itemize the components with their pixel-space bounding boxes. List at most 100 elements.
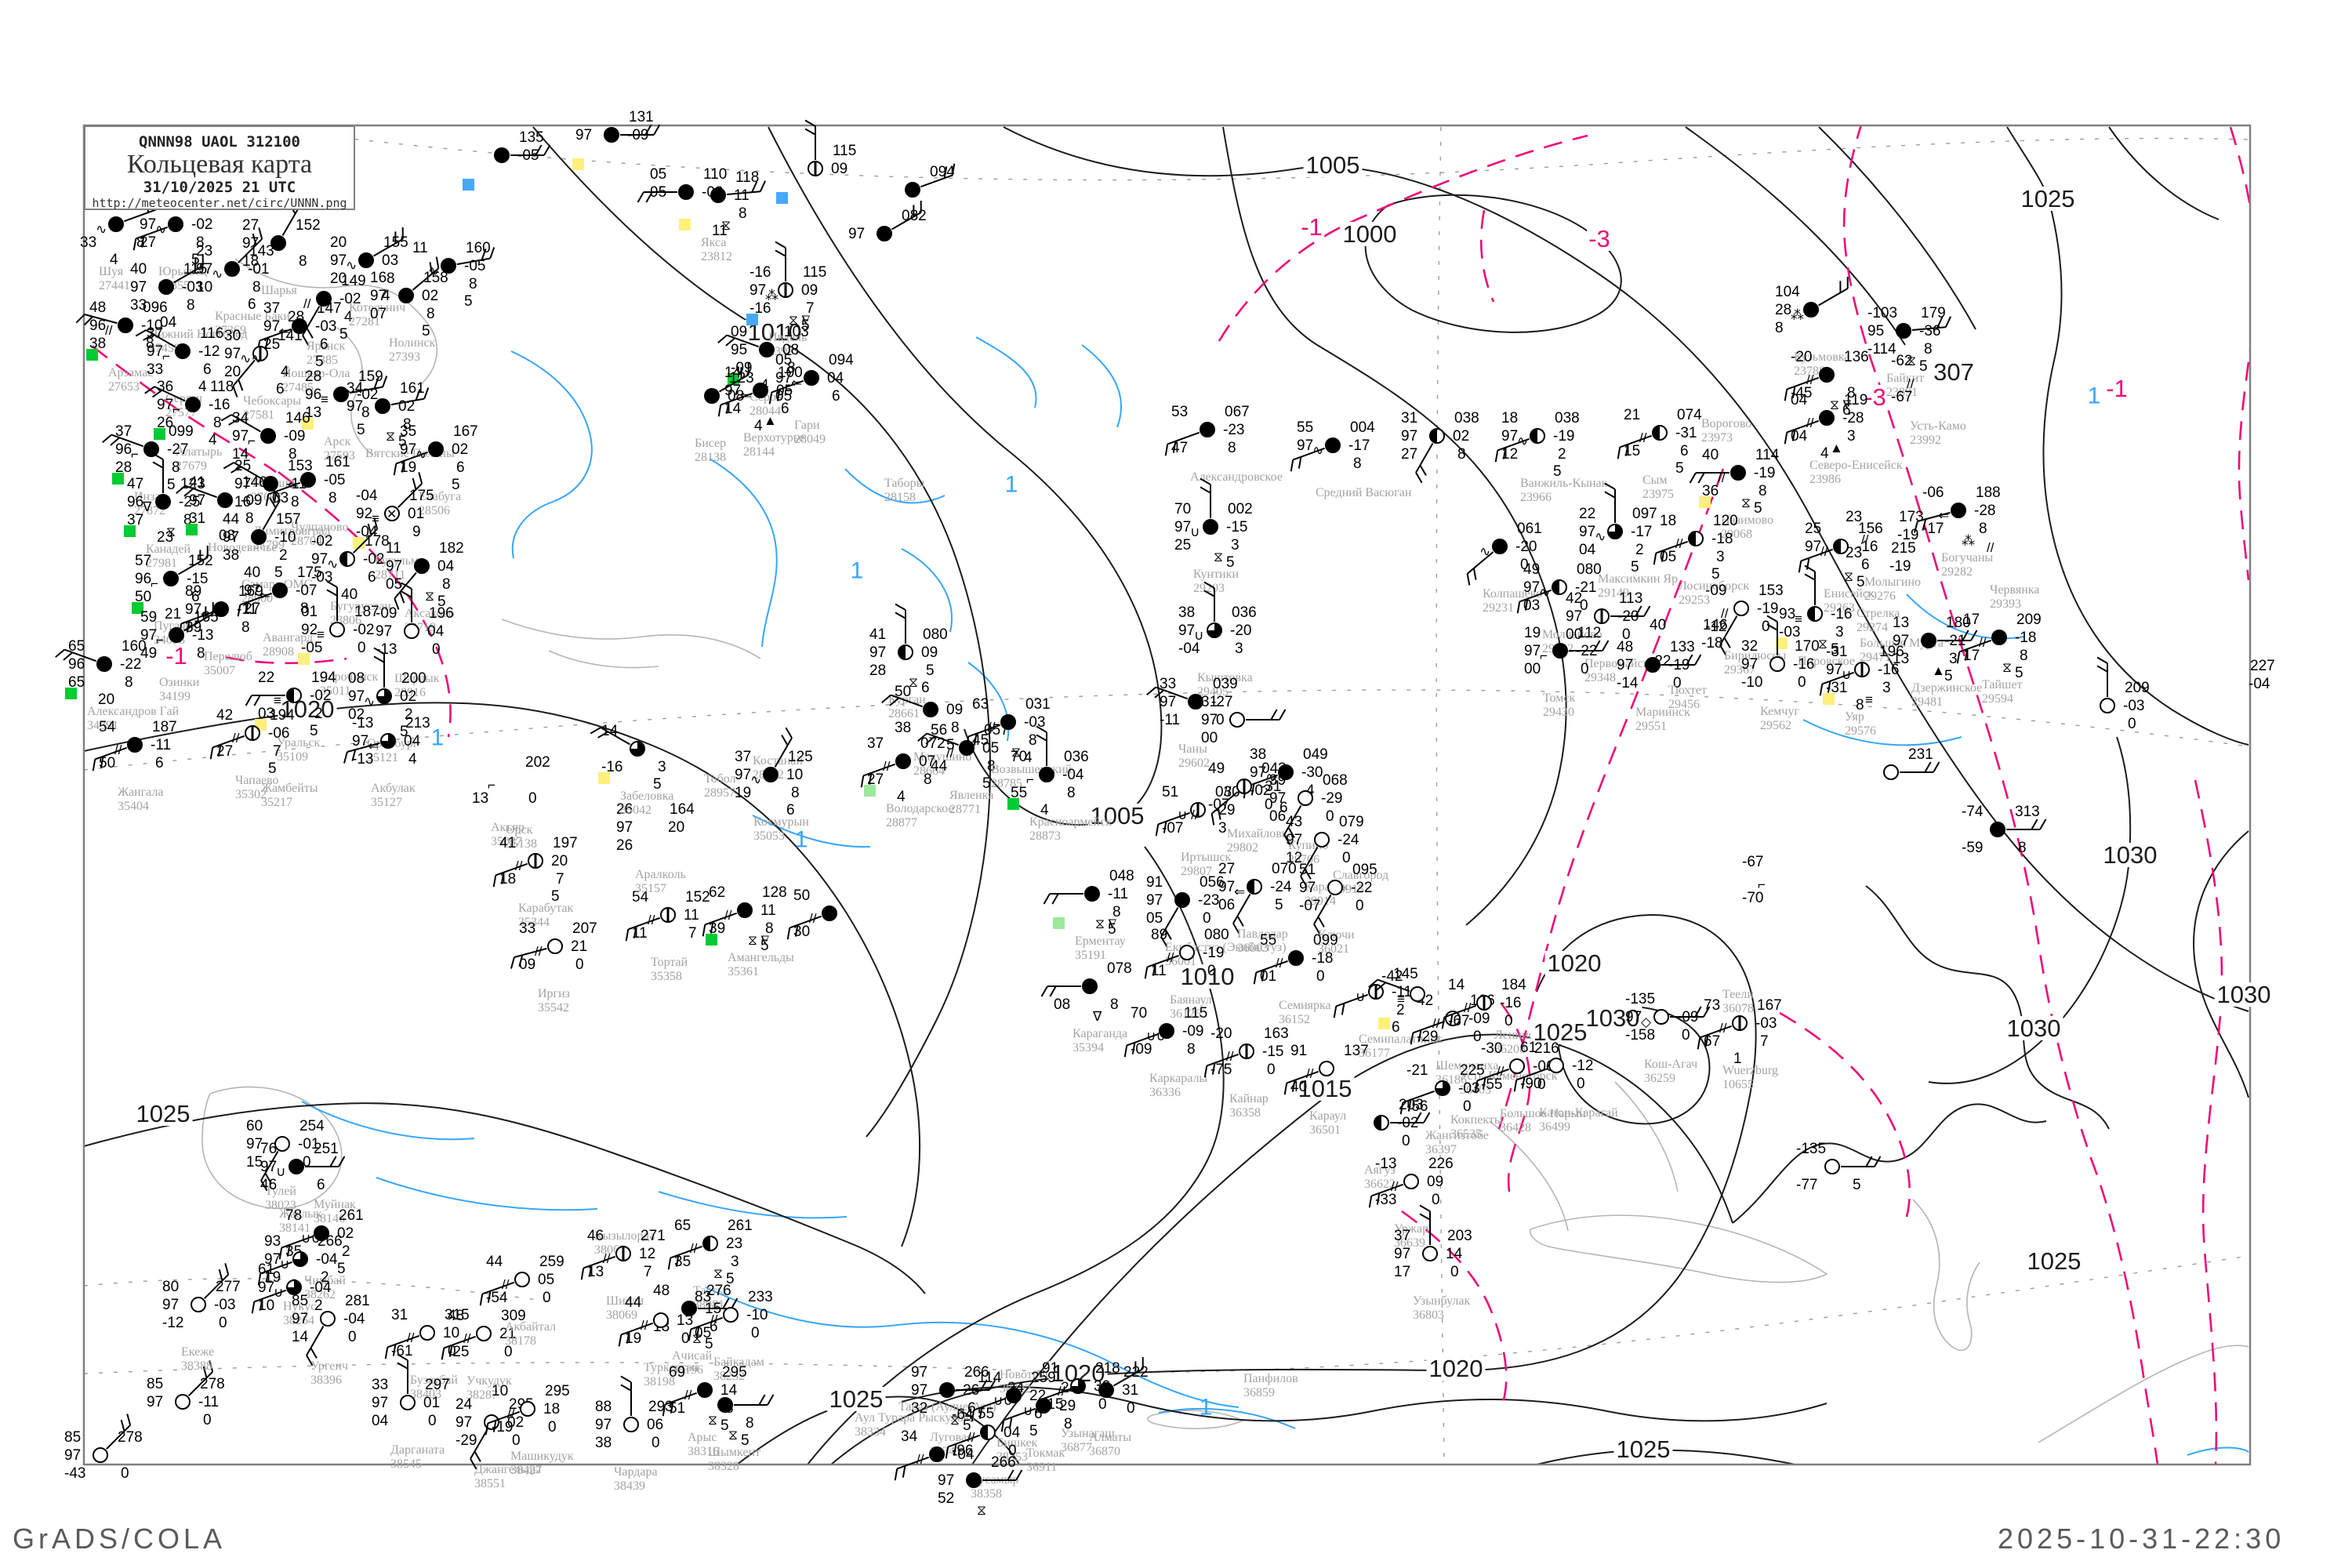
station-temperature: 70	[1174, 501, 1192, 517]
station-dewpoint: -13	[352, 751, 374, 768]
station-dewpoint: 45	[972, 732, 989, 749]
cloud-cover-icon	[252, 346, 268, 361]
low-cloud-symbol-icon: ≡	[1865, 692, 1873, 707]
station-dewpoint: -07	[1162, 820, 1184, 837]
present-weather-icon: //	[1675, 536, 1683, 551]
station-pressure: 197	[553, 835, 578, 851]
present-weather-icon: ∿	[416, 447, 427, 462]
station-temperature: 40	[1650, 617, 1667, 633]
station-cloud-amount: 8	[252, 279, 261, 296]
station-pressure-tendency: -03	[2123, 698, 2145, 714]
station-temperature: 48	[448, 1308, 465, 1324]
station-pressure-tendency: 10	[786, 767, 804, 783]
station-pressure: 079	[1339, 814, 1364, 830]
station-dewpoint: -11	[1160, 712, 1181, 728]
present-weather-icon: //	[809, 911, 817, 926]
station-pressure-prefix: 97	[616, 819, 633, 836]
cloud-cover-icon	[1824, 1159, 1840, 1174]
station-pressure: 036	[1232, 604, 1257, 621]
cloud-cover-icon	[380, 733, 396, 749]
station-pressure-tendency: -28	[1974, 503, 1996, 519]
station-temperature: 31	[1201, 694, 1218, 710]
cloud-cover-icon	[1653, 1009, 1669, 1025]
front-label: -1	[2104, 374, 2129, 402]
station-pressure-prefix: 97	[1625, 1009, 1642, 1025]
station-cloud-amount: 7	[556, 871, 564, 887]
station-name-label: Машикудук 38427	[510, 1450, 574, 1477]
station-pressure: 161	[325, 454, 350, 470]
cloud-cover-icon	[547, 938, 563, 954]
station-cloud-amount: 0	[652, 1435, 660, 1451]
cloud-cover-icon	[660, 907, 676, 923]
station-pressure-tendency: -19	[1553, 428, 1575, 445]
station-cloud-type: 5	[422, 323, 430, 339]
station-cloud-amount: 8	[125, 674, 133, 691]
coastline-path	[2038, 1345, 2249, 1443]
low-cloud-symbol-icon: ⁂	[1962, 533, 1975, 548]
cloud-cover-icon	[260, 428, 276, 444]
present-weather-icon: ∿	[428, 263, 440, 278]
graticule-layer	[84, 126, 2249, 1465]
station-name-label: Молыгино 29276	[1864, 575, 1922, 603]
station-pressure-tendency: -28	[1842, 410, 1864, 426]
present-weather-icon: //	[1224, 784, 1232, 799]
map-title: Кольцевая карта	[126, 150, 313, 179]
cloud-cover-icon	[604, 127, 619, 143]
station-temperature: 27	[242, 217, 260, 234]
station-dewpoint: 00	[1524, 661, 1541, 677]
station-cloud-amount: 0	[1798, 674, 1806, 691]
station-pressure-tendency: 04	[437, 558, 455, 575]
present-weather-icon: //	[232, 731, 240, 746]
cloud-cover-icon	[168, 216, 183, 232]
map-datetime: 31/10/2025 21 UTC	[143, 178, 296, 196]
precipitation-marker-yellow	[572, 158, 584, 170]
station-pressure-tendency: 14	[1446, 1246, 1463, 1262]
station-cloud-amount: 8	[1759, 483, 1767, 499]
coastline-path	[234, 258, 438, 387]
station-pressure-tendency: 02	[1453, 428, 1470, 445]
river-contour-label: 1	[1199, 1394, 1213, 1421]
present-weather-icon: ⇐	[260, 588, 271, 603]
present-weather-icon: //	[105, 323, 113, 338]
isobar-path	[768, 126, 1163, 826]
station-pressure-tendency: -22	[1351, 880, 1373, 896]
cloud-cover-icon	[822, 906, 837, 921]
station-temperature: 70	[1131, 1005, 1148, 1022]
station-cloud-type: 4	[382, 288, 390, 304]
station-name-label: Кайнар 36358	[1229, 1092, 1269, 1120]
low-cloud-symbol-icon: ⧖ ∇	[1095, 916, 1117, 931]
station-pressure-prefix: 97	[147, 343, 164, 360]
station-dewpoint: 27	[244, 601, 261, 617]
station-pressure-tendency: -02	[310, 688, 332, 704]
cloud-cover-icon	[1688, 531, 1704, 546]
station-cloud-amount: 8	[1353, 456, 1362, 472]
station-pressure: 293	[648, 1399, 673, 1415]
coastline-path	[501, 619, 761, 669]
present-weather-icon: ∿	[212, 267, 223, 281]
isobar-label: 1025	[826, 1386, 886, 1411]
station-dewpoint: 04	[1791, 428, 1808, 445]
isobar-label: 1025	[1613, 1436, 1673, 1461]
station-pressure: 146	[285, 410, 310, 426]
station-cloud-amount: 6	[203, 361, 212, 378]
station-pressure-tendency: 20	[551, 853, 568, 869]
present-weather-icon: ∿∿	[240, 351, 263, 366]
isobar-label: 1025	[1530, 1019, 1590, 1044]
station-cloud-amount: 8	[146, 336, 154, 352]
isobar-label: 1030	[2004, 1015, 2063, 1040]
station-cloud-amount: 8	[187, 297, 195, 314]
station-pressure: 038	[1454, 410, 1479, 426]
station-pressure: 038	[1555, 410, 1580, 426]
station-pressure-prefix: 97	[162, 1297, 180, 1313]
present-weather-icon: //	[883, 759, 891, 774]
station-name-label: Тайшет 29594	[1982, 678, 2023, 706]
station-pressure-prefix: 97	[260, 1159, 278, 1175]
station-pressure: 182	[439, 540, 464, 557]
station-pressure-tendency: -18	[1701, 635, 1723, 652]
station-pressure-prefix: 97	[376, 623, 393, 640]
station-temperature: -42	[1381, 968, 1403, 985]
station-cloud-amount: 8	[469, 276, 477, 292]
isobar-label: 1005	[1087, 803, 1147, 828]
station-temperature: 36	[157, 379, 174, 395]
station-pressure: 158	[423, 270, 448, 286]
